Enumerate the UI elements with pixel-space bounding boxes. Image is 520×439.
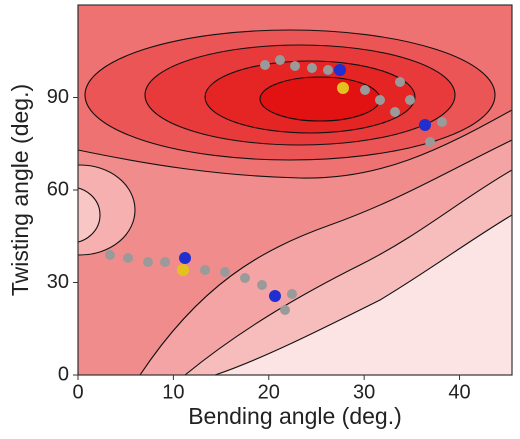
x-axis-label: Bending angle (deg.) [188, 403, 402, 429]
x-tick-label: 10 [162, 381, 184, 403]
y-axis-label: Twisting angle (deg.) [7, 84, 33, 296]
molecule [260, 55, 447, 147]
y-tick-label: 30 [47, 271, 69, 293]
x-tick-label: 0 [72, 381, 83, 403]
y-tick-label: 60 [47, 178, 69, 200]
molecule [105, 250, 297, 315]
x-tick-label: 30 [353, 381, 375, 403]
x-tick-label: 40 [448, 381, 470, 403]
contour-map [78, 5, 512, 375]
x-tick-label: 20 [258, 381, 280, 403]
contour-band [78, 187, 101, 243]
contour-band [259, 76, 381, 122]
y-tick-label: 0 [58, 363, 69, 385]
y-tick-label: 90 [47, 86, 69, 108]
